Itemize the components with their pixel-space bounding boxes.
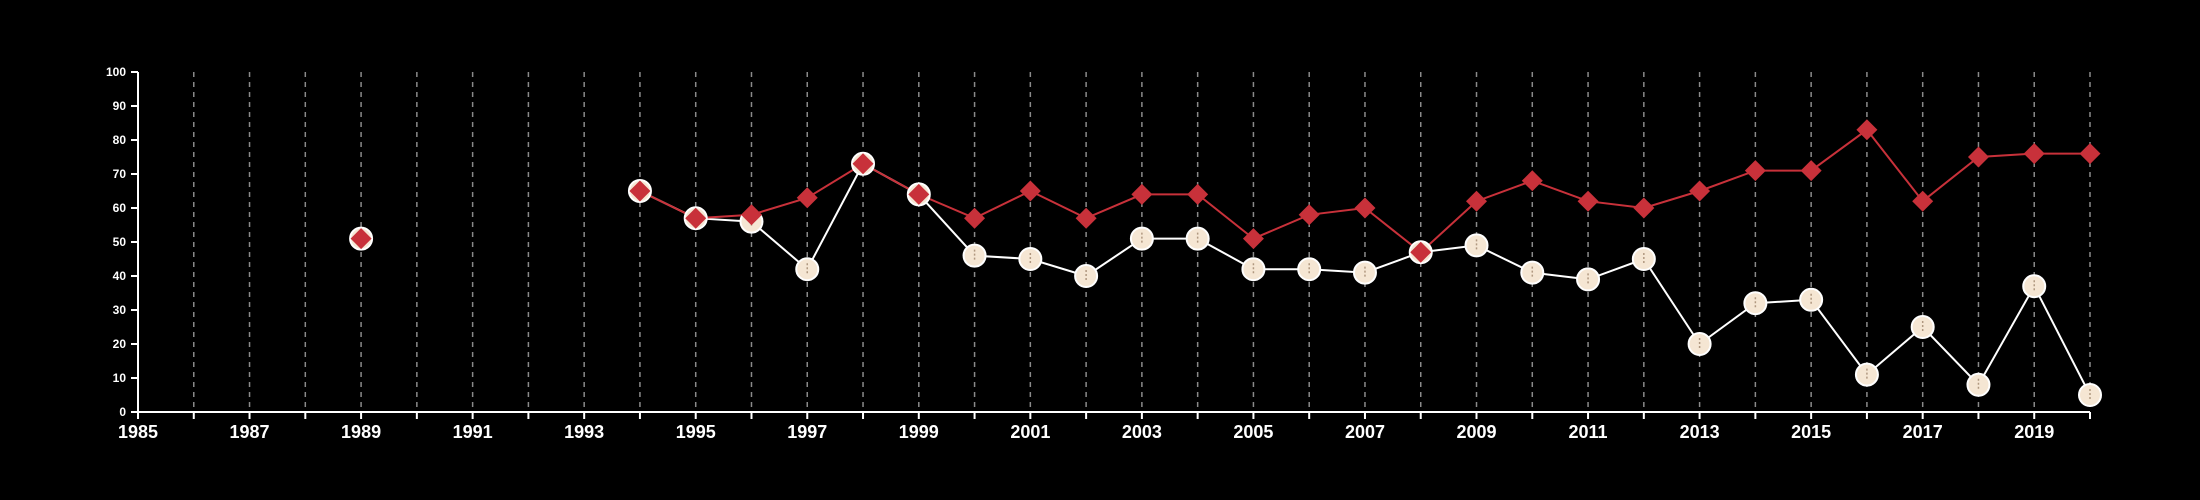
series-2-point [1075,207,1097,229]
x-tick-label: 1991 [453,422,493,442]
y-tick-label: 40 [113,269,127,283]
series-2-point [1744,160,1766,182]
series-2-point [1242,228,1264,250]
series-2-point [2023,143,2045,165]
series-2-point [1019,180,1041,202]
series-1-point [1687,332,1712,356]
series-2-point [1131,183,1153,205]
series-2-point [1633,197,1655,219]
series-2-point [350,228,372,250]
series-1-point [1018,247,1043,271]
y-tick-label: 10 [113,371,127,385]
series-2-point [1410,241,1432,263]
series-2-point [1689,180,1711,202]
series-1-point [2078,383,2102,407]
series-1-point [1352,260,1377,285]
x-axis-ticks: 1985 1987 1989 1991 1993 1995 1997 1999 2001 2003… [118,412,2091,442]
series-2-point [1521,170,1543,192]
y-tick-label: 0 [119,405,126,419]
x-tick-label: 2017 [1903,422,1943,442]
series-2-point [852,153,874,175]
x-tick-label: 1993 [564,422,604,442]
x-tick-label: 1997 [787,422,827,442]
series-2-point [1856,119,1878,141]
series-1-point [1464,233,1489,258]
series-2-point [1967,146,1989,168]
series-1-point [1074,264,1099,288]
series-markers [349,119,2102,407]
series-1-point [1241,257,1266,282]
series-2-point [740,204,762,226]
x-tick-label: 1995 [676,422,716,442]
y-tick-label: 80 [113,133,127,147]
x-tick-label: 2015 [1791,422,1831,442]
y-tick-label: 30 [113,303,127,317]
x-tick-label: 1987 [230,422,270,442]
y-tick-label: 70 [113,167,127,181]
series-1-point [795,257,820,282]
series-layer [349,119,2102,407]
x-tick-label: 1985 [118,422,158,442]
grid-lines [193,72,2091,412]
series-1-point [1854,362,1879,387]
series-1-point [1520,260,1545,285]
series-2-point [1298,204,1320,226]
y-tick-label: 20 [113,337,127,351]
series-2-point [1466,190,1488,212]
series-2-point [1354,197,1376,219]
x-tick-label: 2007 [1345,422,1385,442]
series-2-point [964,207,986,229]
series-2-point [1800,160,1822,182]
y-tick-label: 60 [113,201,127,215]
x-tick-label: 2019 [2014,422,2054,442]
x-tick-label: 2003 [1122,422,1162,442]
series-1-point [1799,287,1824,312]
series-1-point [1743,291,1768,316]
series-1-point [1631,247,1656,271]
series-2-point [2079,143,2101,165]
series-1-point [962,243,987,268]
series-1-point [1185,226,1210,251]
x-tick-label: 2009 [1456,422,1496,442]
x-tick-label: 1999 [899,422,939,442]
series-1-point [1576,267,1601,292]
x-tick-label: 1989 [341,422,381,442]
y-tick-label: 50 [113,235,127,249]
series-2-point [908,183,930,205]
x-tick-label: 2011 [1569,422,1608,442]
series-2-point [796,187,818,209]
y-axis-ticks: 0 10 20 30 40 50 60 70 80 90 100 [106,65,138,419]
series-2-point [685,207,707,229]
series-1-point [1129,226,1154,251]
series-2-point [1187,183,1209,205]
x-tick-label: 2013 [1680,422,1720,442]
series-1-point [2022,274,2047,299]
series-1-point [1297,257,1322,282]
series-1-point [1966,372,1991,397]
series-2-point [1912,190,1934,212]
series-1-point [1910,315,1935,339]
y-tick-label: 90 [113,99,127,113]
y-tick-label: 100 [106,65,126,79]
x-tick-label: 2001 [1010,422,1050,442]
series-2-point [1577,190,1599,212]
axes [137,72,2090,413]
series-2-point [629,180,651,202]
x-tick-label: 2005 [1233,422,1273,442]
